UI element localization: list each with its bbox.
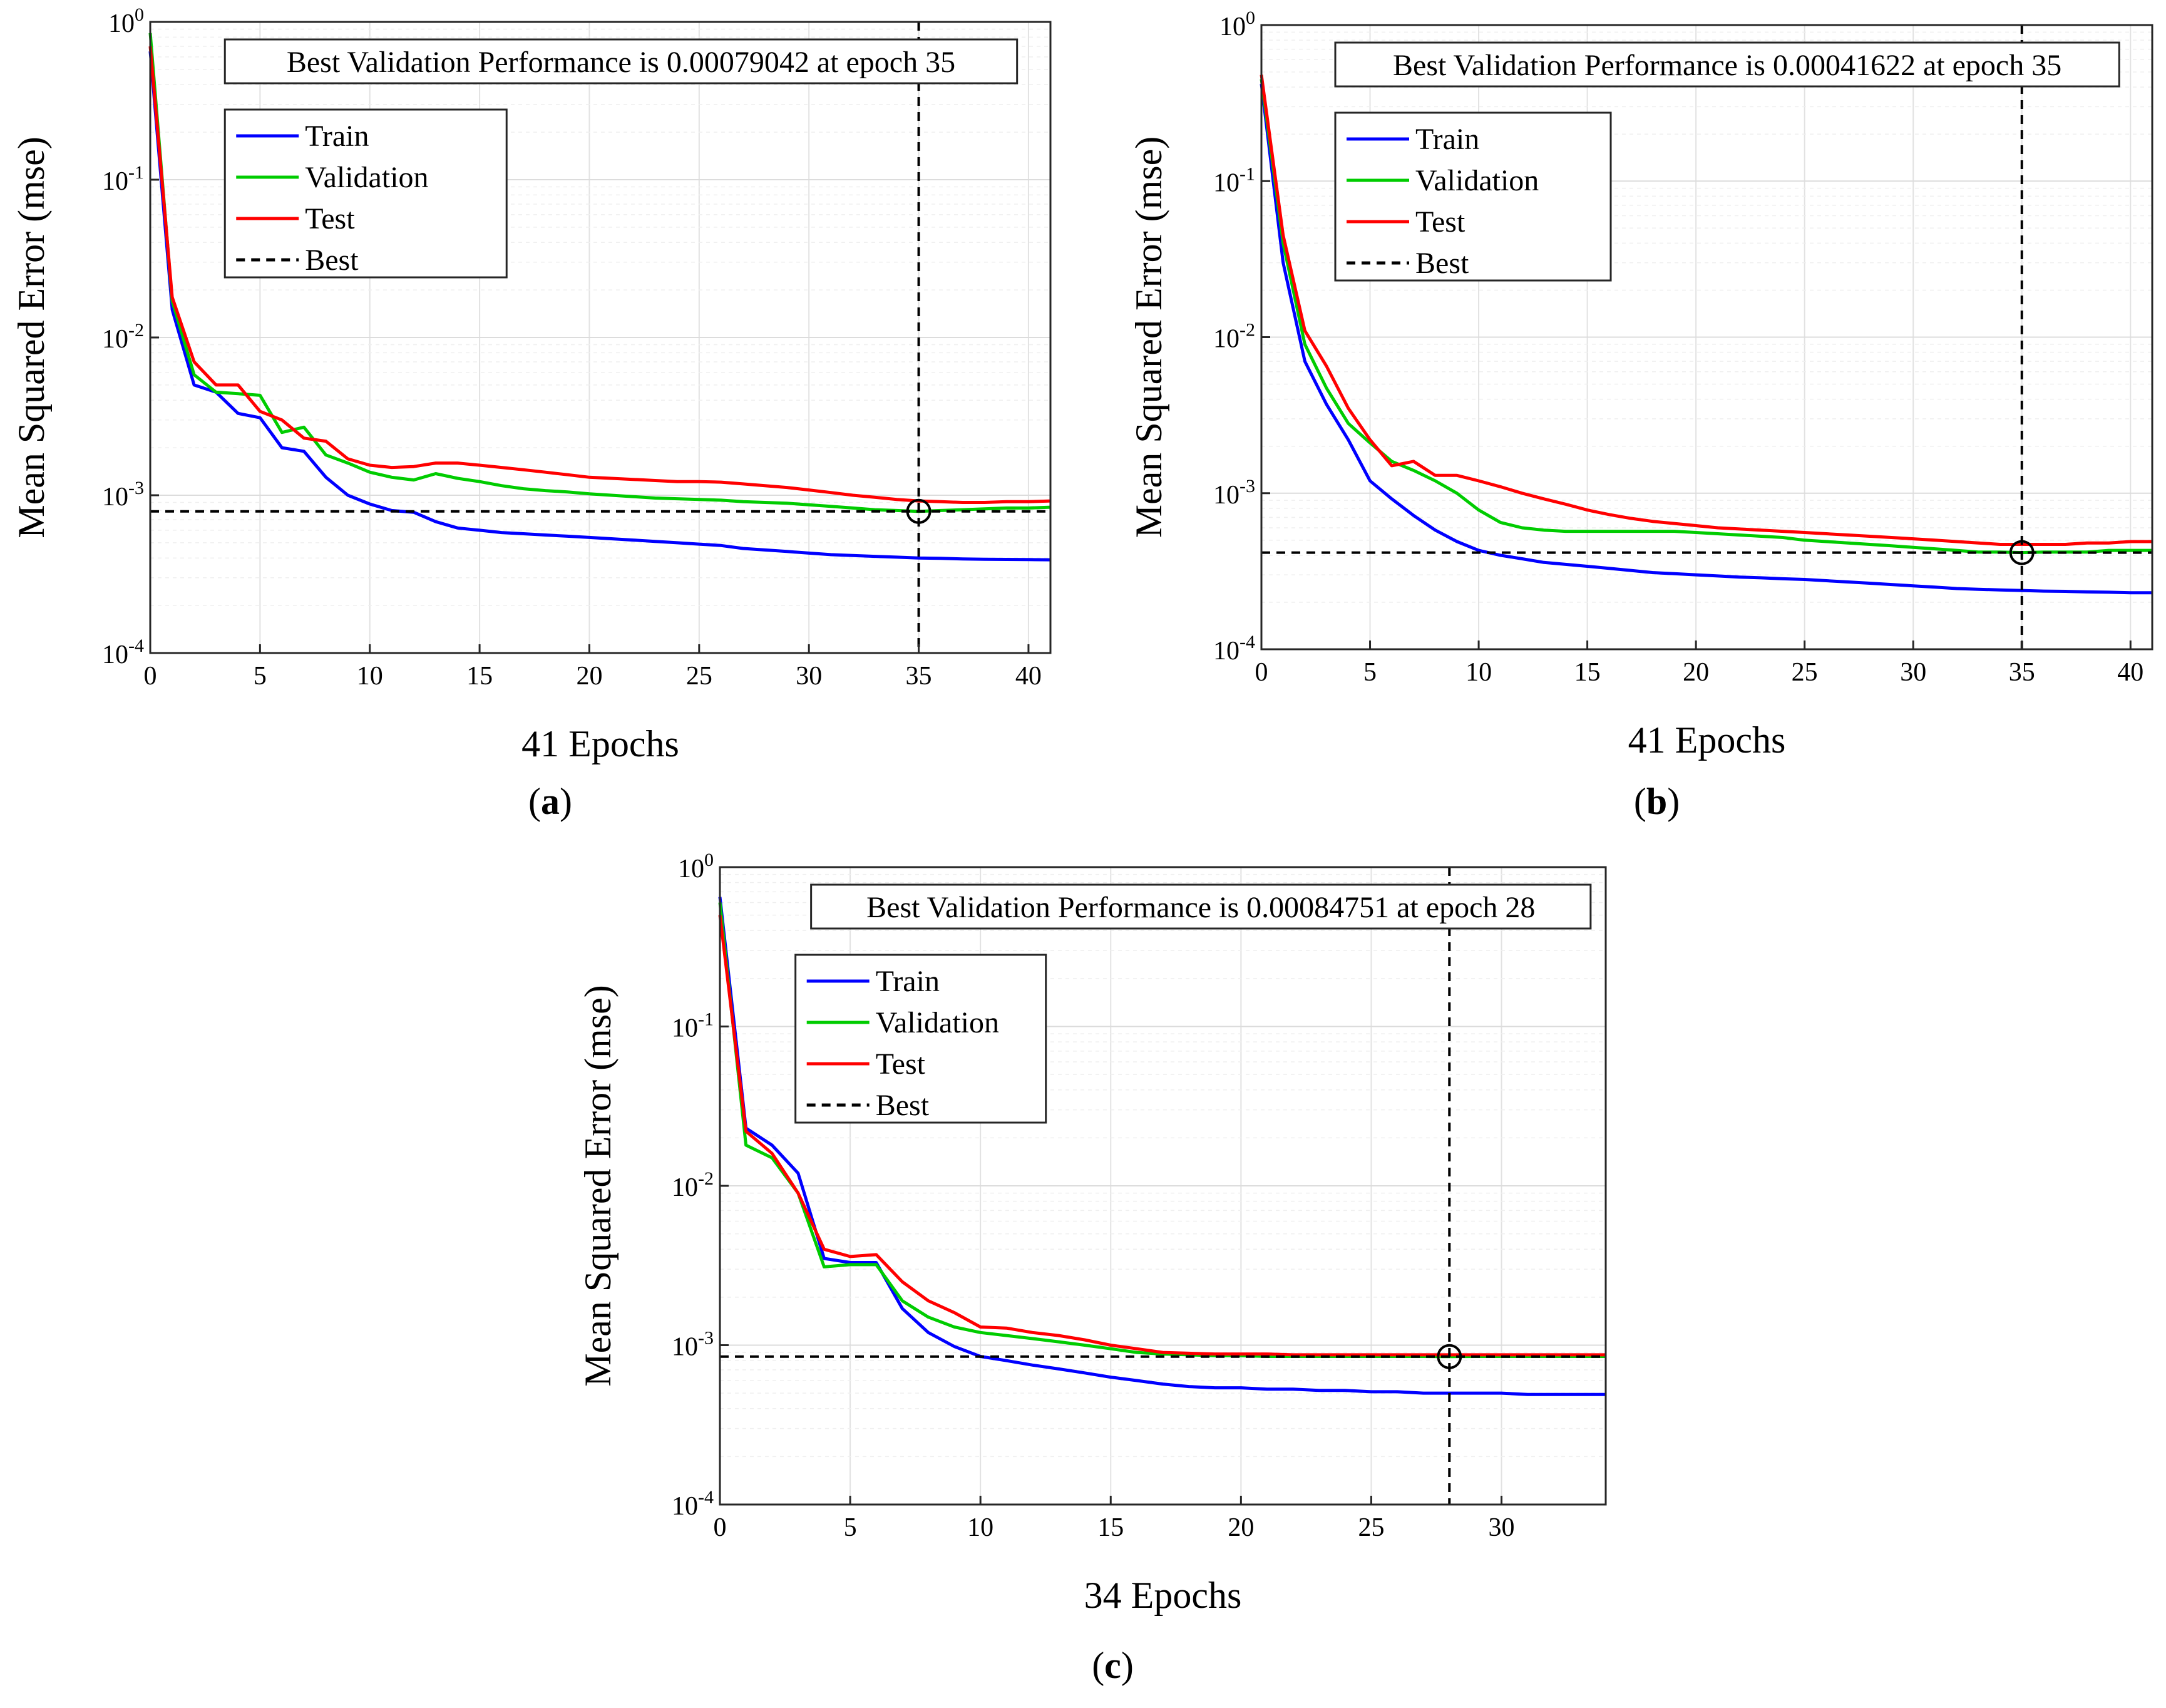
- legend-label-best: Best: [1415, 247, 1469, 280]
- y-tick-label: 10-4: [672, 1487, 714, 1521]
- panel-caption: (a): [528, 781, 572, 822]
- y-tick-label: 100: [1219, 8, 1255, 41]
- x-tick-label: 20: [1228, 1513, 1254, 1542]
- x-tick-label: 30: [1489, 1513, 1515, 1542]
- x-axis-label: 41 Epochs: [1628, 719, 1786, 761]
- x-tick-label: 15: [1574, 658, 1601, 687]
- chart-title: Best Validation Performance is 0.0007904…: [287, 46, 955, 79]
- y-tick-label: 10-2: [672, 1168, 714, 1202]
- series-train-line: [718, 897, 1606, 1396]
- legend-label-best: Best: [305, 244, 359, 277]
- legend-label-validation: Validation: [305, 161, 428, 194]
- x-tick-label: 5: [844, 1513, 857, 1542]
- y-tick-label: 10-3: [102, 478, 144, 512]
- y-tick-label: 10-3: [1213, 476, 1255, 510]
- title-box: [810, 883, 1592, 930]
- y-axis-label: Mean Squared Error (mse): [1128, 136, 1169, 538]
- panel-caption: (b): [1634, 781, 1680, 822]
- x-tick-label: 5: [254, 662, 267, 691]
- best-point-marker: [1437, 1344, 1462, 1369]
- legend-label-best: Best: [876, 1089, 930, 1122]
- title-box: [223, 38, 1019, 85]
- legend-frame: [223, 108, 508, 279]
- panel-a: 0 5 10 15 20 25 30 35 40 100 10-1 10-2 10-3 10-4 Mean …: [11, 4, 1052, 822]
- x-tick-label: 35: [906, 662, 932, 691]
- y-tick-label: 10-1: [672, 1009, 714, 1043]
- y-tick-label: 10-1: [1213, 163, 1255, 197]
- x-tick-label: 10: [967, 1513, 993, 1542]
- legend: Train Validation Test Best: [794, 954, 1047, 1124]
- chart-title: Best Validation Performance is 0.0008475…: [866, 891, 1535, 924]
- series-test-line: [148, 46, 1051, 504]
- y-tick-label: 10-4: [102, 635, 144, 669]
- legend-label-train: Train: [1415, 123, 1479, 156]
- legend-label-train: Train: [305, 120, 369, 153]
- legend-label-test: Test: [305, 202, 355, 235]
- x-tick-label: 20: [1683, 658, 1709, 687]
- best-point-marker: [906, 498, 932, 524]
- y-tick-label: 100: [678, 850, 714, 883]
- panel-caption: (c): [1092, 1645, 1134, 1686]
- x-tick-label: 15: [466, 662, 493, 691]
- y-tick-label: 10-1: [102, 162, 144, 196]
- y-tick-label: 10-2: [102, 320, 144, 354]
- x-tick-label: 10: [1465, 658, 1492, 687]
- x-axis-label: 34 Epochs: [1084, 1575, 1242, 1616]
- chart-title: Best Validation Performance is 0.0004162…: [1393, 49, 2061, 82]
- x-tick-label: 40: [1015, 662, 1042, 691]
- y-tick-label: 100: [108, 4, 144, 38]
- x-tick-label: 30: [1900, 658, 1926, 687]
- panel-b: 0 5 10 15 20 25 30 35 40 100 10-1 10-2 10-3 10-4 Mean …: [1128, 8, 2153, 822]
- y-tick-label: 10-2: [1213, 320, 1255, 354]
- y-tick-label: 10-3: [672, 1328, 714, 1362]
- series-test-line: [1260, 75, 2152, 546]
- series-test-line: [718, 915, 1606, 1357]
- legend-frame: [794, 954, 1047, 1124]
- legend-frame: [1334, 111, 1612, 282]
- legend-label-validation: Validation: [1415, 164, 1539, 197]
- series-train-line: [148, 51, 1051, 562]
- x-tick-label: 10: [357, 662, 383, 691]
- legend: Train Validation Test Best: [1334, 111, 1612, 282]
- x-tick-label: 40: [2117, 658, 2143, 687]
- panel-c: 0 5 10 15 20 25 30 100 10-1 10-2 10-3 10-4 Mean Squa…: [577, 850, 1607, 1686]
- title-box: [1334, 41, 2120, 88]
- legend-label-test: Test: [876, 1047, 926, 1081]
- legend-label-test: Test: [1415, 205, 1465, 239]
- x-tick-label: 20: [576, 662, 602, 691]
- y-axis-label: Mean Squared Error (mse): [577, 985, 618, 1386]
- x-axis-label: 41 Epochs: [521, 723, 679, 764]
- series-train-line: [1260, 83, 2152, 595]
- y-axis-label: Mean Squared Error (mse): [11, 136, 52, 538]
- x-tick-label: 35: [2009, 658, 2035, 687]
- x-tick-label: 0: [714, 1513, 727, 1542]
- best-point-marker: [2009, 540, 2035, 565]
- legend-label-validation: Validation: [876, 1006, 999, 1039]
- x-tick-label: 0: [144, 662, 157, 691]
- x-tick-label: 5: [1363, 658, 1377, 687]
- x-tick-label: 0: [1255, 658, 1268, 687]
- x-tick-label: 15: [1097, 1513, 1124, 1542]
- x-tick-label: 25: [686, 662, 712, 691]
- x-tick-label: 25: [1792, 658, 1818, 687]
- series-validation-line: [148, 33, 1051, 513]
- legend-label-train: Train: [876, 965, 940, 998]
- x-tick-label: 30: [796, 662, 822, 691]
- x-tick-label: 25: [1358, 1513, 1384, 1542]
- y-tick-label: 10-4: [1213, 632, 1255, 666]
- legend: Train Validation Test Best: [223, 108, 508, 279]
